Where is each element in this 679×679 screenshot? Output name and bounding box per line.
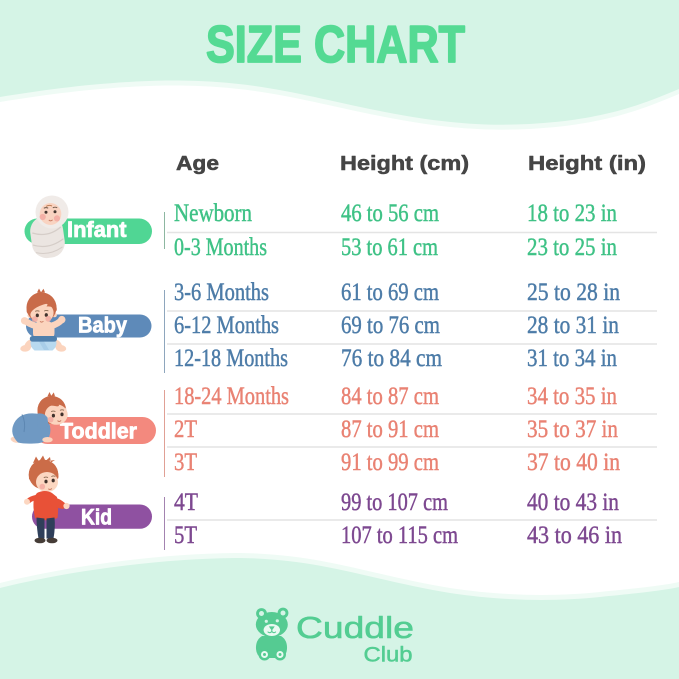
svg-text:Kid: Kid	[81, 505, 112, 530]
svg-text:Height (in): Height (in)	[528, 152, 646, 175]
svg-text:25 to 28 in: 25 to 28 in	[527, 279, 620, 306]
svg-text:91 to 99 cm: 91 to 99 cm	[341, 449, 439, 476]
svg-text:18-24 Months: 18-24 Months	[174, 383, 289, 410]
svg-text:3-6 Months: 3-6 Months	[174, 279, 269, 306]
svg-text:87 to 91 cm: 87 to 91 cm	[341, 416, 439, 443]
svg-text:Club: Club	[364, 644, 413, 667]
svg-text:31 to 34 in: 31 to 34 in	[527, 345, 617, 372]
svg-text:35 to 37 in: 35 to 37 in	[527, 416, 618, 443]
svg-text:61 to 69 cm: 61 to 69 cm	[341, 279, 439, 306]
svg-text:3T: 3T	[174, 449, 197, 476]
svg-text:Newborn: Newborn	[174, 200, 252, 227]
svg-text:99 to 107 cm: 99 to 107 cm	[341, 489, 448, 516]
svg-text:Height (cm): Height (cm)	[340, 152, 469, 175]
svg-text:Cuddle: Cuddle	[296, 610, 414, 645]
svg-text:5T: 5T	[174, 522, 197, 549]
svg-text:Baby: Baby	[78, 313, 128, 338]
svg-text:12-18 Months: 12-18 Months	[174, 345, 288, 372]
svg-text:37 to 40 in: 37 to 40 in	[527, 449, 620, 476]
svg-text:69 to 76 cm: 69 to 76 cm	[341, 312, 440, 339]
svg-text:2T: 2T	[174, 416, 197, 443]
svg-text:84 to 87 cm: 84 to 87 cm	[341, 383, 439, 410]
svg-text:53 to 61 cm: 53 to 61 cm	[341, 234, 438, 261]
svg-text:28 to 31 in: 28 to 31 in	[527, 312, 619, 339]
svg-text:18 to 23 in: 18 to 23 in	[527, 200, 617, 227]
svg-text:46 to 56 cm: 46 to 56 cm	[341, 200, 439, 227]
svg-text:SIZE CHART: SIZE CHART	[206, 16, 465, 74]
svg-text:Infant: Infant	[67, 217, 127, 242]
svg-text:43 to 46 in: 43 to 46 in	[527, 522, 622, 549]
svg-text:Age: Age	[176, 152, 219, 175]
svg-text:76 to 84 cm: 76 to 84 cm	[341, 345, 442, 372]
svg-text:107 to 115 cm: 107 to 115 cm	[341, 522, 458, 549]
svg-text:4T: 4T	[174, 489, 198, 516]
svg-text:6-12 Months: 6-12 Months	[174, 312, 279, 339]
svg-text:23 to 25 in: 23 to 25 in	[527, 234, 617, 261]
svg-text:0-3 Months: 0-3 Months	[174, 234, 267, 261]
svg-text:34 to 35 in: 34 to 35 in	[527, 383, 617, 410]
svg-text:40 to 43 in: 40 to 43 in	[527, 489, 619, 516]
svg-text:Toddler: Toddler	[60, 419, 137, 444]
